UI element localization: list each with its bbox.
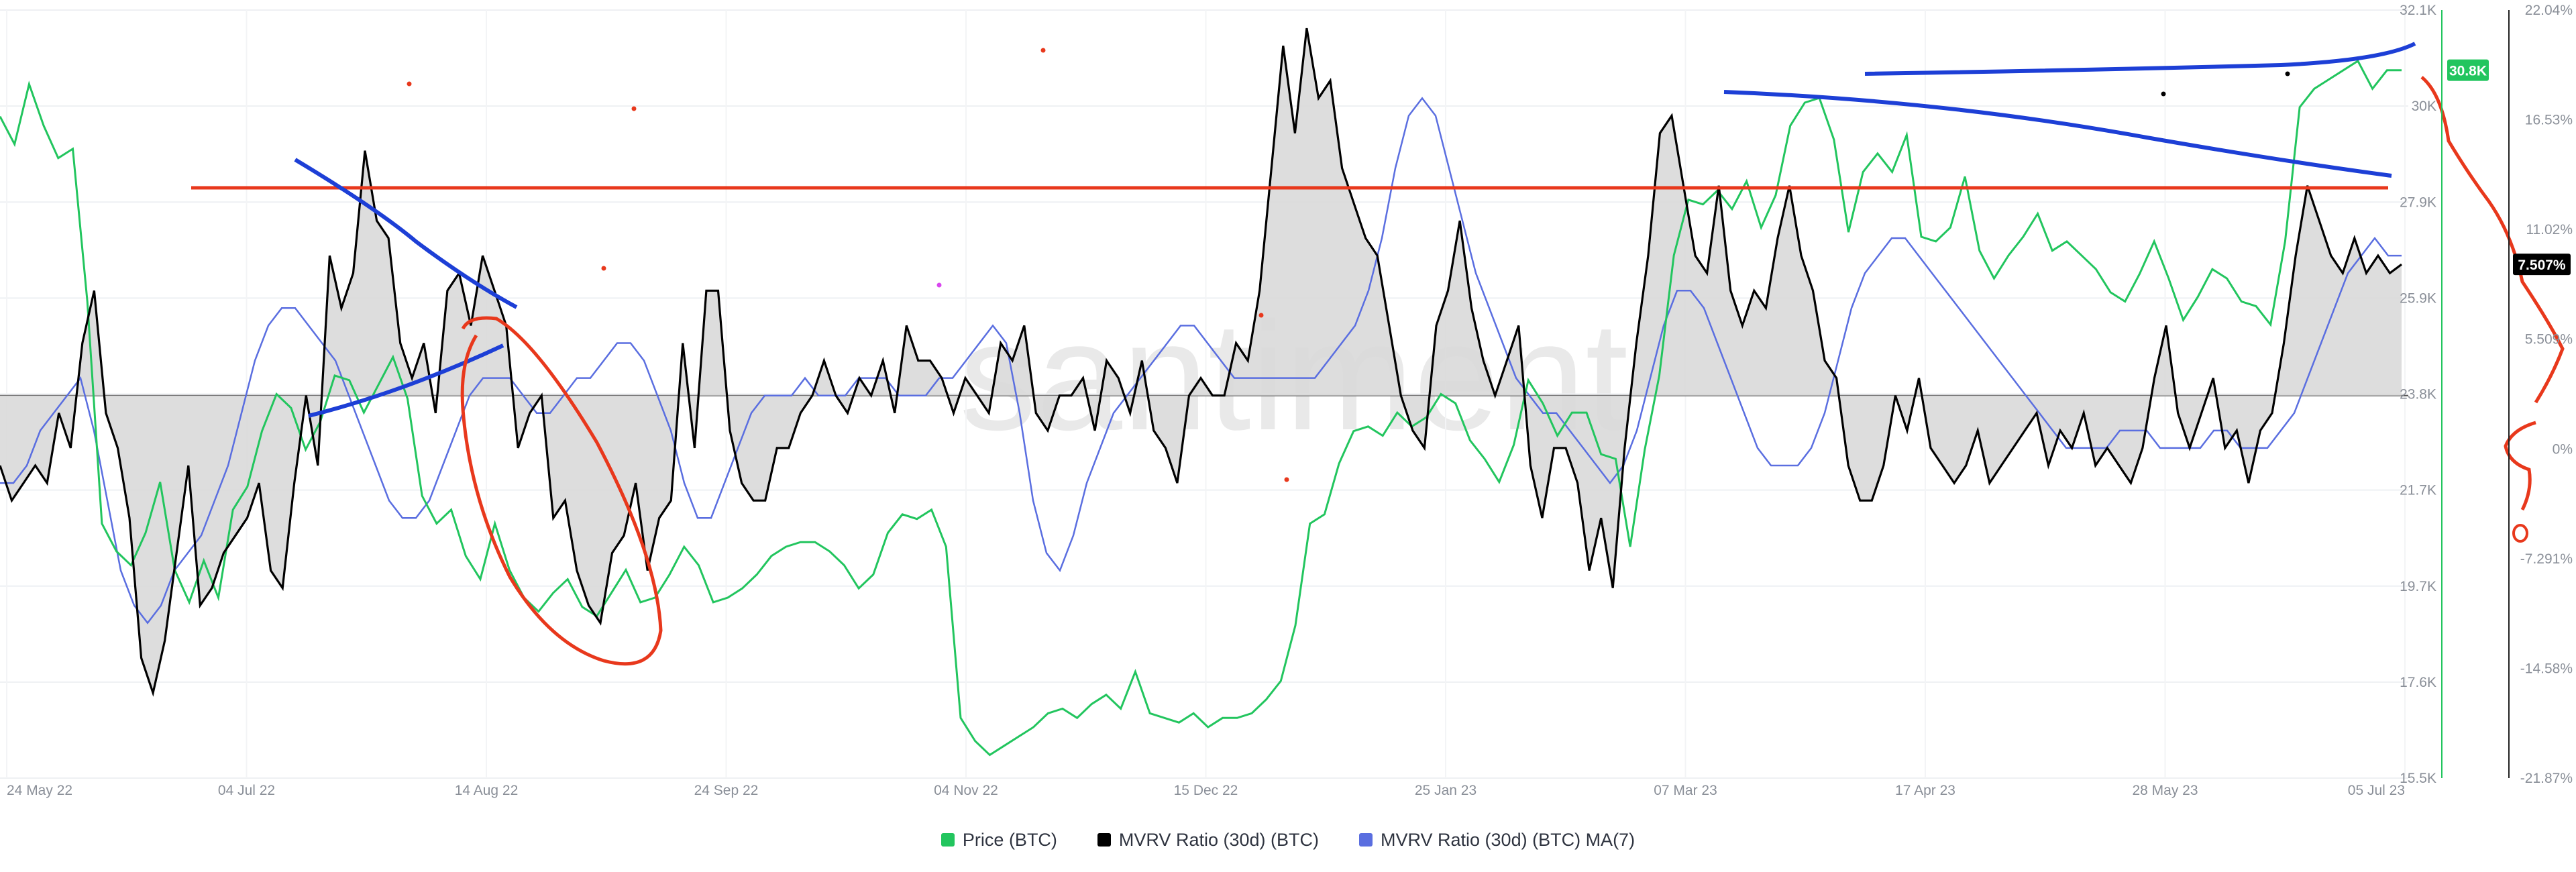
series-price: [0, 59, 2402, 757]
price-tick-label: 23.8K: [2400, 387, 2436, 402]
series-lines: [0, 28, 2402, 757]
marker-dot: [2285, 71, 2290, 76]
mvrv-tick-label: 0%: [2553, 441, 2573, 457]
marker-dot: [936, 282, 942, 288]
legend-swatch-price: [941, 833, 955, 847]
marker-dot: [407, 81, 412, 87]
axis-scribble-circle: [2512, 524, 2528, 543]
mvrv-tick-label: 22.04%: [2525, 3, 2573, 18]
mvrv-tick-label: -21.87%: [2520, 771, 2573, 786]
uptrend-line: [308, 343, 504, 418]
mvrv-tick-label: -7.291%: [2520, 551, 2573, 567]
price-tick-label: 25.9K: [2400, 290, 2436, 306]
marker-dot: [1284, 477, 1289, 482]
legend-swatch-mvrv: [1097, 833, 1111, 847]
legend-item-mvrv[interactable]: MVRV Ratio (30d) (BTC): [1097, 830, 1319, 851]
mvrv-badge-bg: [2513, 254, 2571, 276]
marker-dot: [631, 106, 637, 111]
circle-annotation: [460, 316, 663, 666]
x-tick-label: 17 Apr 23: [1895, 783, 1955, 798]
top-channel-line: [1864, 42, 2416, 76]
x-tick-label: 07 Mar 23: [1654, 783, 1717, 798]
x-tick-label: 05 Jul 23: [2348, 783, 2405, 798]
price-badge-bg: [2447, 59, 2489, 81]
x-tick-label: 15 Dec 22: [1174, 783, 1238, 798]
legend-swatch-mvrv-ma: [1359, 833, 1373, 847]
price-tick-label: 17.6K: [2400, 675, 2436, 690]
price-tick-label: 21.7K: [2400, 483, 2436, 498]
price-tick-label: 27.9K: [2400, 195, 2436, 210]
price-tick-label: 30K: [2412, 99, 2436, 114]
legend: Price (BTC) MVRV Ratio (30d) (BTC) MVRV …: [0, 826, 2576, 853]
value-badges: 30.8K 7.507%: [2447, 59, 2571, 276]
hand-drawn-annotations: [191, 42, 2565, 666]
marker-dot: [1258, 313, 1264, 318]
legend-item-price[interactable]: Price (BTC): [941, 830, 1057, 851]
x-tick-label: 28 May 23: [2132, 783, 2198, 798]
marker-dot: [1040, 48, 1046, 53]
legend-label-mvrv: MVRV Ratio (30d) (BTC): [1118, 829, 1319, 850]
marker-dot: [601, 266, 606, 271]
mvrv-tick-label: 11.02%: [2526, 222, 2573, 237]
x-tick-label: 14 Aug 22: [455, 783, 519, 798]
x-tick-label: 24 May 22: [7, 783, 72, 798]
mvrv-fill-area: [0, 28, 2402, 694]
axis-scribble: [2420, 76, 2565, 404]
mvrv-tick-label: -14.58%: [2520, 661, 2573, 676]
legend-label-mvrv-ma: MVRV Ratio (30d) (BTC) MA(7): [1381, 829, 1635, 850]
legend-label-price: Price (BTC): [962, 829, 1057, 850]
upper-trend-line: [1723, 90, 2392, 178]
mvrv-badge-text: 7.507%: [2518, 258, 2566, 273]
axes: 32.1K 30K 27.9K 25.9K 23.8K 21.7K 19.7K 17.6K 15…: [7, 3, 2573, 798]
x-tick-label: 04 Jul 22: [218, 783, 275, 798]
price-tick-label: 15.5K: [2400, 771, 2436, 786]
price-tick-label: 19.7K: [2400, 579, 2436, 594]
x-tick-label: 24 Sep 22: [694, 783, 759, 798]
mvrv-tick-label: 5.509%: [2525, 332, 2573, 347]
mvrv-tick-label: 16.53%: [2525, 113, 2573, 128]
legend-item-mvrv-ma[interactable]: MVRV Ratio (30d) (BTC) MA(7): [1359, 830, 1635, 851]
x-tick-label: 04 Nov 22: [934, 783, 998, 798]
series-mvrv-ma: [0, 97, 2402, 624]
x-tick-label: 25 Jan 23: [1415, 783, 1477, 798]
mvrv-fill: [0, 28, 2402, 694]
axis-scribble-2: [2504, 421, 2536, 511]
price-tick-label: 32.1K: [2400, 3, 2436, 18]
series-mvrv: [0, 28, 2402, 697]
marker-dot: [2161, 91, 2166, 97]
downtrend-line: [294, 158, 518, 309]
price-badge-text: 30.8K: [2449, 64, 2487, 79]
